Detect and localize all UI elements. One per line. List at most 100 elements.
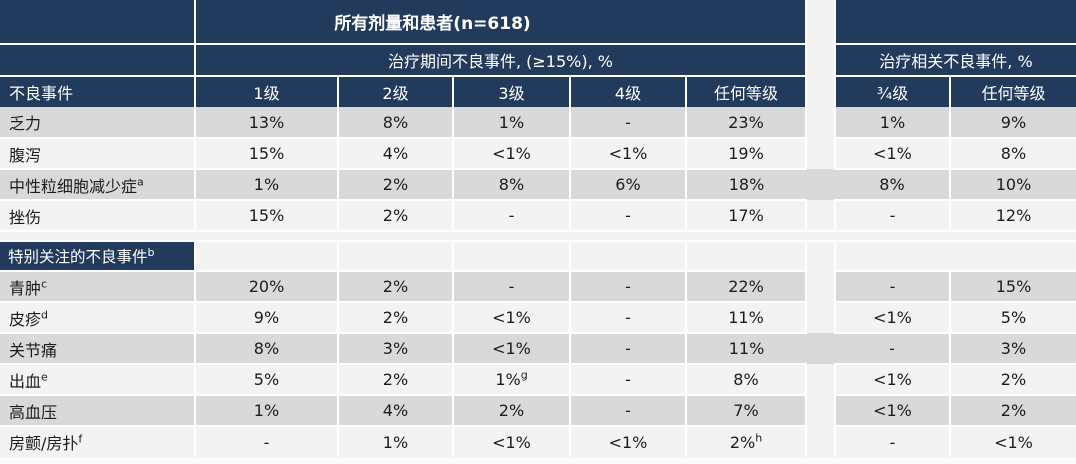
column-header-adverse-event: 不良事件 [0,75,196,107]
table-gap [805,76,836,107]
cell-any-grade-related: 8% [949,137,1076,170]
table-title-row: 所有剂量和患者(n=618) [0,0,1076,45]
cell-value: 2% [382,206,409,225]
cell-value: 13% [248,112,285,132]
row-label: 乏力 [0,107,196,139]
column-header-grade2: 2级 [337,75,454,107]
cell-grade1: 15% [194,199,339,232]
cell-grade4: <1% [569,137,687,170]
table-row: 皮疹d 9% 2% <1% - 11% <1% 5% [0,301,1076,334]
cell-grade1: 8% [194,332,339,365]
cell-value: 8% [253,339,280,358]
cell-grade1: - [194,425,339,457]
empty-cell [834,240,1076,272]
column-header-row: 不良事件 1级 2级 3级 4级 任何等级 ¾级 任何等级 [0,75,1076,107]
cell-value: <1% [873,370,912,389]
cell-grade3-4: - [834,425,951,457]
cell-value: 11% [728,339,765,358]
spacer-cell [0,230,1076,242]
cell-value: - [625,370,631,389]
row-label: 中性粒细胞减少症a [0,168,196,201]
empty-cell [194,240,339,272]
row-label-text: 出血 [9,371,42,391]
cell-grade2: 2% [337,270,454,303]
cell-any-grade-related: 9% [949,107,1076,139]
cell-grade3-4: - [835,332,951,365]
cell-value: 1% [382,432,409,452]
cell-grade3: 1% [452,107,571,139]
cell-value: 19% [728,144,764,163]
cell-any-grade: 11% [685,301,807,334]
table-gap [805,200,836,231]
cell-value: 8% [382,112,409,132]
cell-any-grade-related: 2% [949,363,1076,396]
table-gap [805,138,836,169]
cell-any-grade: 22% [685,270,807,303]
cell-grade2: 3% [337,332,454,365]
table-row: 挫伤 15% 2% - - 17% - 12% [0,199,1076,232]
cell-value: - [889,277,896,296]
cell-grade1: 1% [194,394,339,427]
cell-value: - [625,401,631,420]
cell-value: - [625,112,631,132]
cell-grade3: <1% [452,332,571,365]
cell-grade4: - [569,270,687,303]
cell-grade4: - [569,107,687,139]
cell-value: 2% [729,432,756,452]
section-header-row: 特别关注的不良事件b [0,240,1076,272]
cell-any-grade: 18% [685,168,806,201]
label-column-blank-cell [0,43,196,77]
cell-value: - [625,339,631,358]
cell-grade3: 1%g [452,363,571,396]
column-header-any-grade-related: 任何等级 [949,75,1076,107]
cell-grade3: - [452,270,571,303]
cell-grade2: 2% [337,199,454,232]
cell-value: <1% [492,308,531,327]
cell-value: 1% [253,175,280,194]
table-gap [805,44,836,76]
empty-cell [452,240,571,272]
cell-any-grade-related: 3% [949,332,1076,365]
table-body: 乏力 13% 8% 1% -23% 1% 9% 腹泻 15% 4% <1% <1% 19% <1% 8% 中性… [0,107,1076,457]
cell-value: 12% [995,206,1032,225]
cell-value: <1% [873,144,912,163]
row-label: 关节痛 [0,332,196,365]
cell-grade1: 9% [194,301,339,334]
empty-cell [569,240,687,272]
cell-value: 17% [728,206,764,225]
cell-value: 1% [498,112,525,132]
row-label-text: 房颤/房扑 [9,434,79,453]
cell-value: <1% [873,401,912,420]
cell-grade3: - [452,199,571,232]
cell-value: 8% [1000,144,1027,163]
table-title: 所有剂量和患者(n=618) [194,0,807,45]
cell-any-grade: 17% [685,199,807,232]
cell-grade3-4: <1% [834,394,951,427]
cell-value: 3% [1000,339,1027,358]
right-table-blank-header [834,0,1076,45]
cell-any-grade: 7% [685,394,807,427]
column-header-grade3-4: ¾级 [834,75,951,107]
cell-value: <1% [608,144,648,163]
table-row: 房颤/房扑f - 1% <1% <1% 2%h - <1% [0,425,1076,457]
cell-value: 3% [382,339,409,358]
cell-any-grade-related: 5% [949,301,1076,334]
table-gap [805,395,836,426]
cell-any-grade: 2%h [685,425,807,457]
cell-grade3: <1% [452,137,571,170]
cell-value: - [889,206,896,225]
cell-value: - [625,308,631,327]
cell-grade1: 20% [194,270,339,303]
cell-grade2: 2% [337,301,454,334]
cell-value: 2% [382,308,409,327]
cell-grade3-4: - [834,199,951,232]
cell-value: 15% [248,144,285,163]
group-header-treatment-related: 治疗相关不良事件, % [834,43,1076,77]
cell-grade4: <1% [569,425,687,457]
cell-value: 8% [498,175,525,194]
corner-blank-cell [0,0,196,45]
cell-grade3-4: <1% [834,363,951,396]
cell-grade4: - [569,394,687,427]
